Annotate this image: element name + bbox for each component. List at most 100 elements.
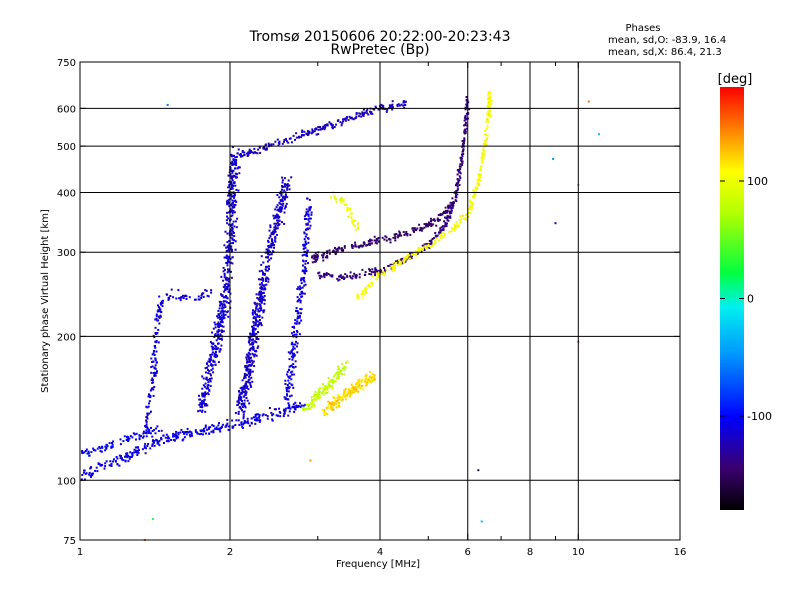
trace-11-point bbox=[438, 234, 441, 237]
trace-3-point bbox=[227, 255, 230, 258]
trace-6-point bbox=[303, 130, 306, 133]
trace-8-point bbox=[406, 233, 409, 235]
trace-7-point bbox=[459, 163, 462, 166]
trace-9-point bbox=[371, 378, 374, 381]
trace-4-point bbox=[257, 293, 260, 296]
trace-5-point bbox=[294, 365, 297, 368]
trace-3-point bbox=[231, 237, 234, 240]
trace-7-point bbox=[337, 279, 340, 282]
trace-4-point bbox=[244, 384, 246, 387]
trace-3-point bbox=[234, 220, 237, 223]
trace-6-point bbox=[246, 155, 249, 157]
trace-9-point bbox=[372, 379, 375, 382]
trace-3-point bbox=[224, 289, 227, 292]
trace-6-point bbox=[355, 112, 358, 114]
trace-0-point bbox=[165, 433, 168, 436]
trace-9-point bbox=[350, 392, 353, 395]
trace-6-point bbox=[333, 126, 336, 128]
trace-8-point bbox=[430, 222, 433, 225]
trace-4-point bbox=[249, 368, 252, 371]
trace-6-point bbox=[352, 118, 355, 121]
trace-2-point bbox=[161, 302, 164, 304]
trace-7-point bbox=[456, 169, 459, 171]
trace-8-point bbox=[381, 236, 384, 239]
trace-6-point bbox=[358, 115, 361, 118]
trace-6-point bbox=[349, 117, 352, 120]
trace-0-point bbox=[250, 417, 253, 420]
trace-11-point bbox=[378, 271, 380, 274]
trace-11-point bbox=[453, 229, 456, 232]
trace-10-point bbox=[321, 390, 324, 393]
trace-2-point bbox=[154, 374, 157, 377]
trace-6-point bbox=[348, 115, 351, 118]
trace-0-point bbox=[100, 463, 103, 466]
trace-6-point bbox=[307, 132, 310, 135]
trace-4-point bbox=[248, 370, 251, 373]
trace-8-point bbox=[328, 249, 331, 252]
trace-0-point bbox=[279, 411, 282, 414]
trace-4-point bbox=[241, 389, 244, 392]
trace-3-point bbox=[229, 228, 232, 231]
trace-6-point bbox=[398, 104, 401, 107]
trace-0-point bbox=[149, 447, 152, 450]
trace-3-point bbox=[221, 319, 223, 322]
trace-10-point bbox=[324, 392, 327, 394]
trace-4-point bbox=[276, 221, 279, 224]
trace-1-point bbox=[105, 447, 108, 449]
y-tick-label: 750 bbox=[57, 58, 76, 69]
trace-0-point bbox=[144, 442, 147, 445]
trace-0-point bbox=[110, 465, 113, 467]
trace-4-point bbox=[288, 184, 291, 187]
trace-9-point bbox=[355, 382, 358, 384]
trace-1-point bbox=[149, 432, 152, 435]
trace-4-point bbox=[243, 386, 246, 389]
trace-9-point bbox=[371, 373, 374, 375]
trace-4-point bbox=[237, 410, 240, 413]
trace-0-point bbox=[201, 429, 204, 432]
trace-5-point bbox=[304, 246, 307, 249]
trace-5-point bbox=[305, 208, 308, 211]
trace-11-point bbox=[487, 103, 490, 106]
trace-5-point bbox=[288, 395, 291, 398]
trace-2-point bbox=[165, 293, 168, 296]
trace-5-point bbox=[295, 307, 298, 309]
trace-7-point bbox=[349, 276, 352, 279]
trace-3-point bbox=[234, 156, 237, 159]
trace-11-point bbox=[357, 296, 360, 299]
trace-5-point bbox=[300, 282, 303, 285]
trace-7-point bbox=[455, 190, 458, 192]
trace-7-point bbox=[460, 157, 463, 160]
trace-11-point bbox=[375, 278, 378, 281]
trace-11-point bbox=[488, 92, 491, 95]
trace-6-point bbox=[374, 105, 377, 108]
trace-4-point bbox=[273, 226, 276, 229]
trace-8-point bbox=[423, 226, 426, 229]
trace-4-point bbox=[254, 350, 256, 353]
trace-8-point bbox=[358, 245, 361, 248]
trace-8-point bbox=[338, 247, 341, 250]
trace-3-point bbox=[202, 399, 205, 402]
trace-0-point bbox=[108, 464, 111, 467]
trace-7-point bbox=[410, 257, 413, 260]
trace-11-point bbox=[419, 250, 421, 252]
trace-5-point bbox=[307, 262, 309, 265]
trace-4-point bbox=[268, 265, 270, 268]
trace-4-point bbox=[253, 355, 256, 358]
trace-4-point bbox=[259, 287, 262, 290]
trace-1-point bbox=[138, 434, 141, 437]
trace-1-point bbox=[153, 429, 156, 432]
trace-0-point bbox=[242, 423, 245, 426]
x-axis-label: Frequency [MHz] bbox=[336, 559, 420, 570]
trace-3-point bbox=[207, 393, 210, 396]
trace-11-point bbox=[479, 176, 482, 179]
trace-4-point bbox=[273, 244, 276, 247]
trace-3-point bbox=[214, 323, 217, 326]
trace-4-point bbox=[261, 283, 264, 286]
trace-11-point bbox=[429, 246, 432, 249]
trace-3-point bbox=[221, 305, 224, 308]
trace-0-point bbox=[227, 425, 230, 428]
trace-0-point bbox=[196, 431, 198, 434]
trace-8-point bbox=[414, 228, 417, 231]
trace-4-point bbox=[267, 239, 270, 242]
trace-8-point bbox=[402, 231, 405, 233]
